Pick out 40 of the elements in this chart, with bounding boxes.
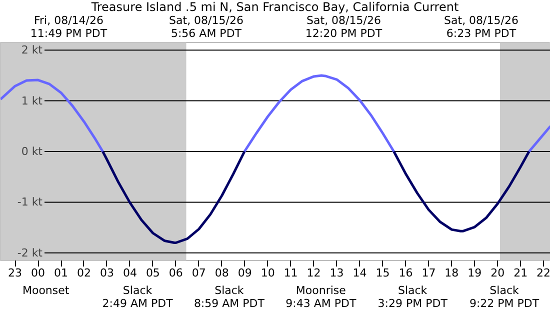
x-tick-label: 19 [468, 266, 482, 280]
x-tick-label: 21 [514, 266, 528, 280]
text: Slack 3:29 PM PDT [376, 284, 448, 310]
text: Fri, 08/14/26 11:49 PM PDT [29, 14, 108, 40]
x-tick-label: 08 [214, 266, 229, 280]
text: Sat, 08/15/26 12:20 PM PDT [304, 14, 384, 40]
x-tick-label: 13 [330, 266, 344, 280]
x-tick-label: 20 [490, 266, 505, 280]
chart-title: Treasure Island .5 mi N, San Francisco Bay, California Current [90, 0, 460, 14]
x-tick-label: 04 [122, 266, 137, 280]
text: Sat, 08/15/26 5:56 AM PDT [168, 14, 244, 40]
y-tick-label: -1 kt [17, 196, 44, 209]
x-tick-label: 03 [100, 266, 114, 280]
x-tick-label: 18 [444, 266, 459, 280]
text: Moonset [21, 284, 70, 299]
x-tick-label: 12 [306, 266, 321, 280]
x-tick-label: 07 [192, 266, 206, 280]
text: Slack 8:59 AM PDT [192, 284, 266, 310]
text: Sat, 08/15/26 6:23 PM PDT [443, 14, 520, 40]
text: Slack 2:49 AM PDT [101, 284, 174, 310]
x-tick-label: 10 [260, 266, 275, 280]
x-tick-label: 06 [168, 266, 183, 280]
y-tick-label: 1 kt [21, 94, 44, 108]
y-tick-label: 2 kt [21, 44, 44, 57]
x-tick-label: 00 [31, 266, 46, 280]
x-tick-label: 14 [352, 266, 367, 280]
x-tick-label: 02 [76, 266, 91, 280]
text: Slack 9:22 PM PDT [468, 284, 540, 310]
text: Moonrise 9:43 AM PDT [284, 284, 358, 310]
y-tick-label: 0 kt [21, 145, 44, 158]
x-tick-label: 15 [376, 266, 390, 280]
x-tick-label: 05 [146, 266, 160, 280]
x-tick-label: 23 [8, 266, 22, 280]
x-tick-label: 01 [54, 266, 68, 280]
x-tick-label: 22 [536, 266, 550, 280]
x-tick-label: 09 [238, 266, 252, 280]
x-tick-label: 16 [398, 266, 413, 280]
x-tick-label: 11 [284, 266, 298, 280]
x-tick-label: 17 [422, 266, 436, 280]
y-tick-label: -2 kt [17, 246, 44, 260]
